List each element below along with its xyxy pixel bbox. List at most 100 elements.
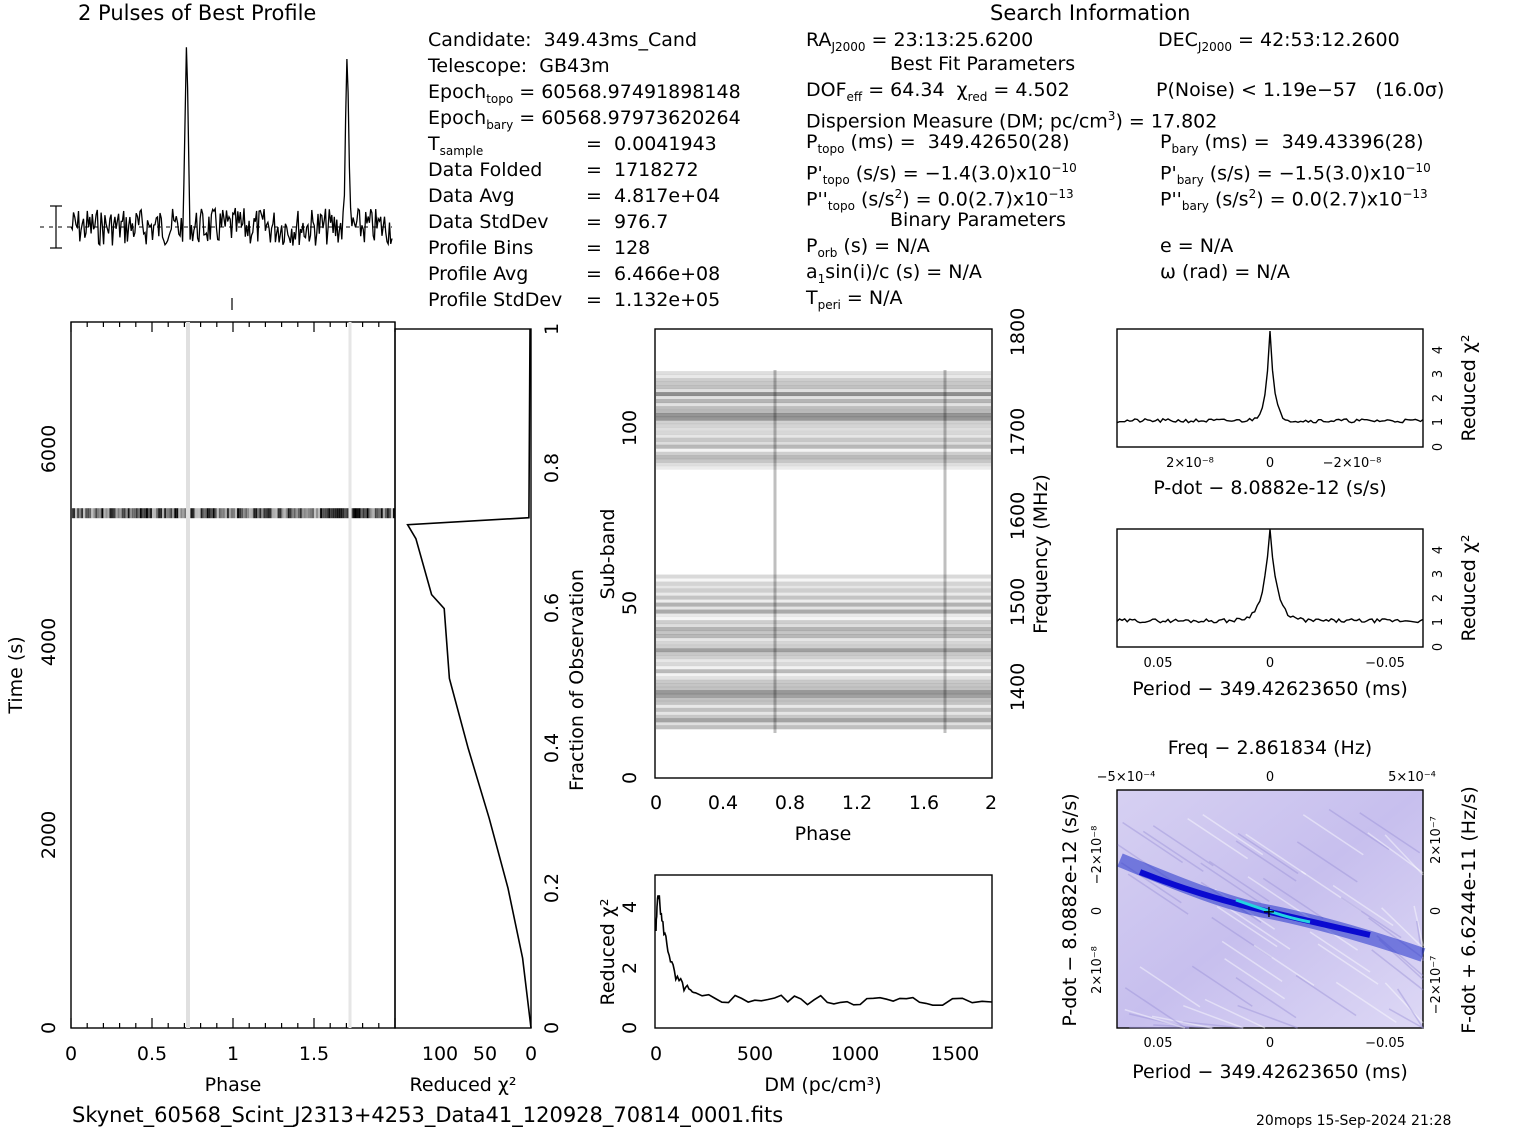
tp-xtick-2: 1 — [227, 1043, 239, 1065]
dec-label: DEC — [1158, 29, 1198, 51]
pp-streak — [1183, 1005, 1244, 1029]
subband-row — [656, 651, 991, 656]
pdtopo-line: P'topo (s/s) = −1.4(3.0)x10−10 — [806, 157, 1077, 191]
pp-streak — [1151, 1015, 1213, 1029]
p-pdot-plane: + Freq − 2.861834 (Hz) −5×10⁻⁴ 0 5×10⁻⁴ … — [1059, 737, 1480, 1083]
dm-xtick-1: 500 — [737, 1043, 773, 1065]
band-cell — [281, 508, 284, 519]
subband-row — [656, 602, 991, 607]
subband-row — [656, 388, 991, 393]
band-cell — [196, 508, 199, 519]
dm-xtick-0: 0 — [650, 1043, 662, 1065]
pp-xtick-0: 0.05 — [1144, 1036, 1173, 1051]
pbary-sub: bary — [1171, 141, 1199, 156]
pddtopo-value: (s/s — [854, 188, 895, 211]
footer-filename: Skynet_60568_Scint_J2313+4253_Data41_120… — [72, 1103, 784, 1127]
profile-curve — [70, 47, 393, 247]
cf-ytick-4: 0.8 — [541, 453, 563, 483]
band-cell — [309, 508, 312, 519]
sb-xtick-3: 1.2 — [842, 792, 872, 814]
pd-xtick-1: 0 — [1266, 456, 1274, 471]
subband-row — [656, 683, 991, 688]
pp-streak — [1237, 1004, 1298, 1029]
band-cell — [141, 508, 144, 519]
pe-ytick-4: 4 — [1431, 546, 1446, 554]
cf-xlabel: Reduced χ² — [410, 1074, 517, 1096]
subband-row — [656, 416, 991, 421]
band-cell — [121, 508, 124, 519]
band-cell — [156, 508, 159, 519]
band-cell — [243, 508, 246, 519]
ra-sub: J2000 — [831, 39, 866, 54]
pp-streak — [1300, 870, 1362, 912]
band-cell — [318, 508, 321, 519]
subband-row — [656, 648, 991, 653]
pp-xlabel: Period − 349.42623650 (ms) — [1132, 1061, 1408, 1083]
subband-rows — [656, 371, 991, 730]
band-cell — [218, 508, 221, 519]
band-cell — [311, 508, 315, 519]
data-stddev-label: Data StdDev — [428, 211, 549, 233]
time-phase-frame — [70, 321, 396, 1029]
pp-streak — [1152, 825, 1214, 867]
band-cell — [269, 508, 272, 519]
pddbary-line: P''bary (s/s2) = 0.0(2.7)x10−13 — [1160, 183, 1428, 217]
band-cell — [295, 508, 298, 519]
band-cell — [354, 508, 357, 519]
pp-streak — [1253, 944, 1315, 986]
band-cell — [287, 508, 290, 519]
pp-xtick-2: −0.05 — [1365, 1036, 1405, 1051]
band-cell — [267, 508, 270, 519]
pp-streak — [1328, 808, 1390, 851]
band-cell — [79, 508, 82, 519]
pp-streak — [1191, 965, 1253, 1007]
pbary-label: P — [1160, 131, 1172, 153]
subband-row — [656, 378, 991, 383]
pp-streak — [1200, 862, 1262, 904]
tp-xtick-0: 0 — [65, 1043, 77, 1065]
tperi-value: = N/A — [840, 287, 903, 309]
band-cell — [299, 508, 302, 519]
subband-row — [656, 406, 991, 411]
subband-row — [656, 641, 991, 646]
subband-row — [656, 616, 991, 621]
band-cell — [85, 508, 88, 519]
band-cell — [139, 508, 142, 519]
pp-y2label: F-dot + 6.6244e-11 (Hz/s) — [1458, 786, 1480, 1034]
chi2-pdot-plot: 2×10⁻⁸ 0 −2×10⁻⁸ P-dot − 8.0882e-12 (s/s… — [1116, 328, 1480, 499]
band-cell — [352, 508, 355, 519]
subband-row — [656, 441, 991, 446]
pe-xtick-0: 0.05 — [1144, 656, 1173, 671]
pp-streak — [1317, 943, 1379, 985]
pp-streak — [1202, 814, 1264, 856]
pp-streak — [1302, 814, 1364, 856]
subband-row — [656, 444, 991, 449]
pdtopo-sub: topo — [822, 173, 850, 188]
pp-streak — [1381, 907, 1424, 949]
asini-label: a — [806, 261, 818, 283]
band-cell — [277, 508, 280, 519]
band-cell — [366, 508, 369, 519]
porb-line: Porb (s) = N/A — [806, 235, 930, 264]
band-cell — [360, 508, 363, 519]
subband-row — [656, 402, 991, 407]
pp-streak — [1384, 834, 1424, 876]
pp-streak — [1142, 830, 1204, 873]
subband-row — [656, 721, 991, 726]
pp-streak — [1295, 974, 1357, 1017]
band-cell — [372, 508, 375, 519]
band-cell — [147, 508, 150, 519]
band-cell — [328, 508, 331, 519]
pdtopo-label: P' — [806, 162, 823, 185]
pp-streak — [1335, 981, 1397, 1024]
pp-toptick-1: 0 — [1266, 770, 1274, 785]
pdtopo-exp: −10 — [1051, 161, 1077, 175]
band-cell — [194, 508, 197, 519]
chi2-dm-curve — [655, 895, 993, 1007]
tperi-sub: peri — [817, 297, 841, 312]
band-cell — [241, 508, 244, 519]
band-cell — [253, 508, 256, 519]
pp-streak — [1340, 897, 1402, 939]
cf-ytick-2: 0.4 — [541, 733, 563, 763]
pp-streak — [1204, 998, 1266, 1029]
